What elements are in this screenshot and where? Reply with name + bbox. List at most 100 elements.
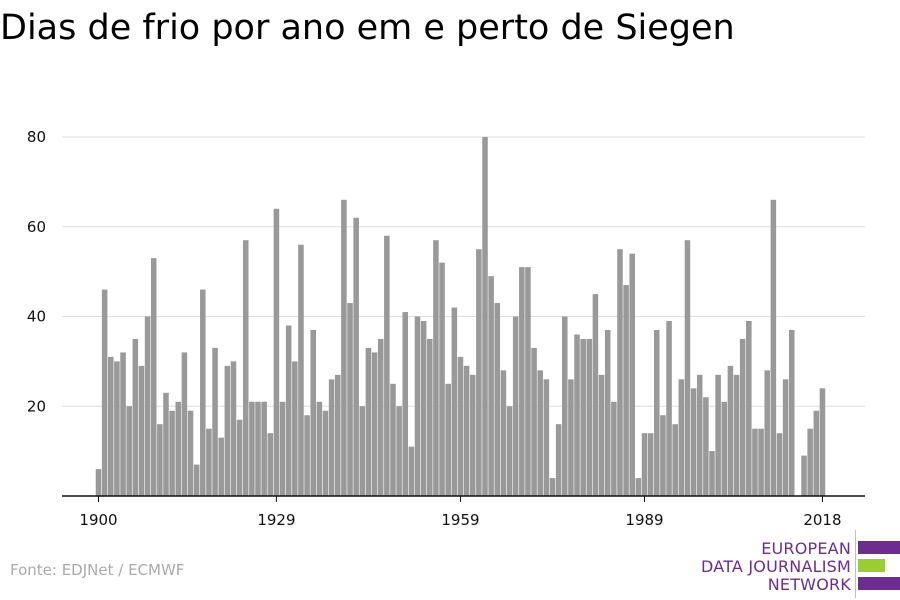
bar-1995	[678, 379, 685, 496]
bar-2011	[776, 433, 783, 496]
bar-1947	[384, 235, 390, 497]
bar-1910	[157, 424, 163, 496]
bar-1994	[672, 424, 678, 496]
bar-1906	[132, 338, 139, 496]
bar-1944	[365, 347, 372, 496]
bar-1903	[114, 361, 120, 497]
bar-1919	[212, 347, 218, 496]
x-tick-label: 1959	[441, 511, 479, 529]
bar-1989	[641, 433, 648, 496]
x-tick-label: 1929	[257, 511, 295, 529]
bar-1981	[592, 294, 599, 496]
bar-1918	[206, 428, 212, 496]
bar-2012	[782, 379, 789, 496]
bar-2016	[807, 428, 813, 496]
bar-1953	[420, 320, 427, 496]
bar-1958	[451, 307, 458, 496]
bar-1974	[549, 478, 556, 496]
bar-1980	[586, 338, 593, 496]
x-axis-ticks: 1900 1929 1959 1989 2018	[79, 496, 842, 529]
bar-2005	[739, 338, 746, 496]
bar-1904	[120, 352, 126, 496]
bar-1954	[427, 338, 433, 496]
bar-1943	[359, 406, 366, 496]
bar-1956	[439, 262, 445, 496]
bar-1928	[267, 433, 274, 496]
bar-1965	[494, 303, 501, 496]
bar-1932	[292, 361, 298, 497]
source-note: Fonte: EDJNet / ECMWF	[10, 561, 185, 579]
bar-1933	[298, 244, 304, 496]
bar-1992	[660, 415, 666, 496]
bar-2018	[819, 388, 826, 496]
bar-1909	[150, 258, 157, 496]
bar-1917	[200, 289, 206, 496]
bar-1911	[163, 392, 169, 496]
bar-1975	[555, 424, 562, 496]
bar-2007	[752, 428, 758, 496]
y-tick-label: 40	[27, 308, 46, 326]
x-tick-label: 1989	[625, 511, 663, 529]
bar-1969	[519, 267, 525, 496]
bar-1986	[623, 285, 629, 496]
bar-1925	[249, 401, 255, 496]
bar-1991	[654, 329, 660, 496]
bar-1966	[500, 370, 507, 496]
bar-2006	[746, 320, 752, 496]
bar-1948	[390, 383, 396, 496]
bar-1901	[101, 289, 108, 496]
chart-title: Dias de frio por ano em e perto de Siege…	[0, 8, 735, 48]
bar-1964	[488, 276, 494, 496]
bar-1946	[377, 338, 384, 496]
bar-1937	[322, 410, 329, 496]
bar-1924	[242, 240, 249, 496]
bar-1938	[328, 379, 335, 496]
bar-2003	[727, 365, 734, 496]
bar-1968	[512, 316, 519, 496]
bar-2000	[709, 451, 715, 497]
bar-1935	[310, 329, 316, 496]
bar-2004	[733, 374, 740, 496]
x-tick-label: 1900	[79, 511, 117, 529]
bar-1905	[126, 406, 132, 496]
bar-1959	[457, 356, 464, 496]
y-axis-ticks: 20 40 60 80	[27, 128, 46, 415]
logo-divider	[855, 530, 856, 598]
bar-1916	[193, 464, 200, 496]
bar-1997	[690, 388, 697, 496]
bar-1914	[181, 352, 188, 496]
bar-1929	[273, 208, 280, 497]
logo-line-1: EUROPEAN	[761, 539, 851, 558]
bar-1945	[371, 352, 378, 496]
bar-1962	[476, 249, 482, 496]
bar-1912	[169, 410, 175, 496]
bar-1907	[138, 365, 145, 496]
bar-2001	[715, 374, 721, 496]
logo-line-3: NETWORK	[767, 575, 851, 594]
bar-1920	[218, 437, 224, 496]
bar-1970	[525, 267, 531, 496]
bar-1900	[95, 469, 102, 496]
bar-1999	[703, 397, 709, 496]
bar-1934	[304, 415, 310, 496]
bar-1940	[341, 199, 347, 496]
bar-1973	[543, 379, 550, 496]
bar-1931	[285, 325, 292, 497]
bar-1902	[108, 356, 114, 496]
bar-1987	[629, 253, 636, 496]
y-tick-label: 20	[27, 397, 46, 415]
bar-2008	[758, 428, 764, 496]
bar-1960	[463, 365, 470, 496]
logo-bar-purple-top	[858, 541, 900, 554]
bar-1957	[445, 383, 451, 496]
bar-1985	[617, 249, 623, 496]
bar-1913	[175, 401, 182, 496]
bar-1952	[414, 316, 421, 496]
bar-2010	[770, 199, 777, 496]
bar-1908	[144, 316, 151, 496]
bar-1988	[635, 478, 642, 496]
bar-1982	[598, 374, 605, 496]
bar-1984	[611, 401, 617, 496]
bar-1951	[408, 446, 415, 496]
